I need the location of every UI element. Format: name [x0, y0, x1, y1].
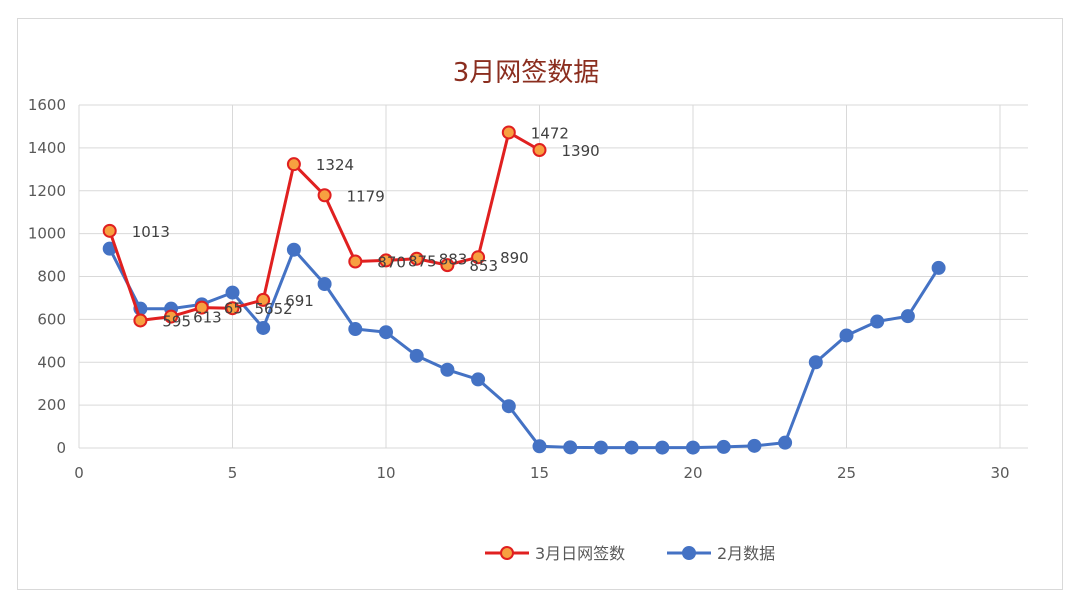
chart-title: 3月网签数据	[453, 58, 600, 88]
series-point	[532, 439, 547, 454]
data-label: 853	[469, 257, 498, 275]
legend-marker	[682, 546, 696, 560]
axes: 0 200 400 600 800 1000 1200 1400 1600 0 5 10 15 20 25 3…	[28, 96, 1010, 482]
legend-label: 3月日网签数	[535, 544, 625, 563]
x-tick-label: 25	[837, 464, 856, 482]
y-tick-label: 1000	[28, 225, 66, 243]
series-point	[716, 439, 731, 454]
legend: 3月日网签数 2月数据	[485, 544, 775, 563]
series-point	[501, 125, 516, 140]
series-point	[348, 254, 363, 269]
y-tick-label: 800	[37, 268, 66, 286]
series-point	[379, 253, 393, 268]
grid-lines	[78, 104, 1028, 449]
series-point	[409, 251, 424, 266]
series-point	[133, 313, 148, 328]
series-point	[440, 362, 455, 377]
x-tick-label: 15	[530, 464, 549, 482]
data-label: 1179	[347, 187, 385, 205]
data-label: 1390	[562, 142, 600, 160]
legend-marker	[500, 546, 514, 560]
x-tick-label: 10	[376, 464, 395, 482]
legend-label: 2月数据	[717, 544, 775, 563]
series-line	[108, 247, 940, 450]
series-point	[317, 277, 332, 292]
series-point	[501, 399, 516, 414]
data-label: 5652	[255, 300, 293, 318]
data-label: 890	[500, 249, 529, 267]
series-point	[225, 285, 240, 300]
series-point	[348, 322, 363, 337]
data-label: 1324	[316, 156, 354, 174]
x-tick-label: 20	[683, 464, 702, 482]
data-label: 1472	[531, 124, 569, 142]
series-point	[164, 309, 179, 324]
data-label: 613	[193, 309, 222, 327]
series-point	[286, 242, 301, 257]
series-point	[686, 440, 700, 455]
data-label: 1013	[132, 223, 170, 241]
series-point	[409, 348, 424, 363]
y-tick-label: 400	[37, 353, 66, 371]
series-point	[256, 320, 271, 335]
series-point	[839, 328, 854, 343]
data-label: 875	[408, 252, 437, 270]
series-point	[102, 223, 117, 238]
data-label: 691	[285, 292, 314, 310]
x-tick-label: 0	[74, 464, 84, 482]
series-point	[471, 372, 486, 387]
data-label: 870	[377, 253, 406, 271]
data-label: 65	[224, 300, 243, 318]
series-point	[532, 143, 547, 158]
series-point	[286, 157, 301, 172]
series-point	[225, 301, 240, 316]
x-tick-label: 30	[990, 464, 1009, 482]
y-tick-label: 1600	[28, 96, 66, 114]
data-label: 883	[439, 251, 468, 269]
y-tick-label: 0	[56, 439, 66, 457]
series-point	[256, 292, 271, 307]
series-point	[593, 440, 608, 455]
y-tick-label: 600	[37, 310, 66, 328]
data-label: 595	[162, 312, 191, 330]
series-point	[379, 325, 393, 340]
series-point	[471, 250, 486, 265]
y-tick-label: 1400	[28, 139, 66, 157]
series-point	[931, 260, 946, 275]
series-point	[870, 314, 885, 329]
series-point	[317, 188, 332, 203]
series-point	[900, 309, 915, 324]
x-tick-label: 5	[228, 464, 238, 482]
series-point	[747, 438, 762, 453]
series-point	[194, 300, 209, 315]
y-tick-label: 1200	[28, 182, 66, 200]
series-point	[624, 440, 639, 455]
series-point	[655, 440, 670, 455]
y-tick-label: 200	[37, 396, 66, 414]
series-point	[808, 355, 823, 370]
series-point	[563, 440, 578, 455]
series-layer	[102, 125, 946, 455]
series-point	[440, 258, 455, 273]
series-point	[778, 435, 793, 450]
